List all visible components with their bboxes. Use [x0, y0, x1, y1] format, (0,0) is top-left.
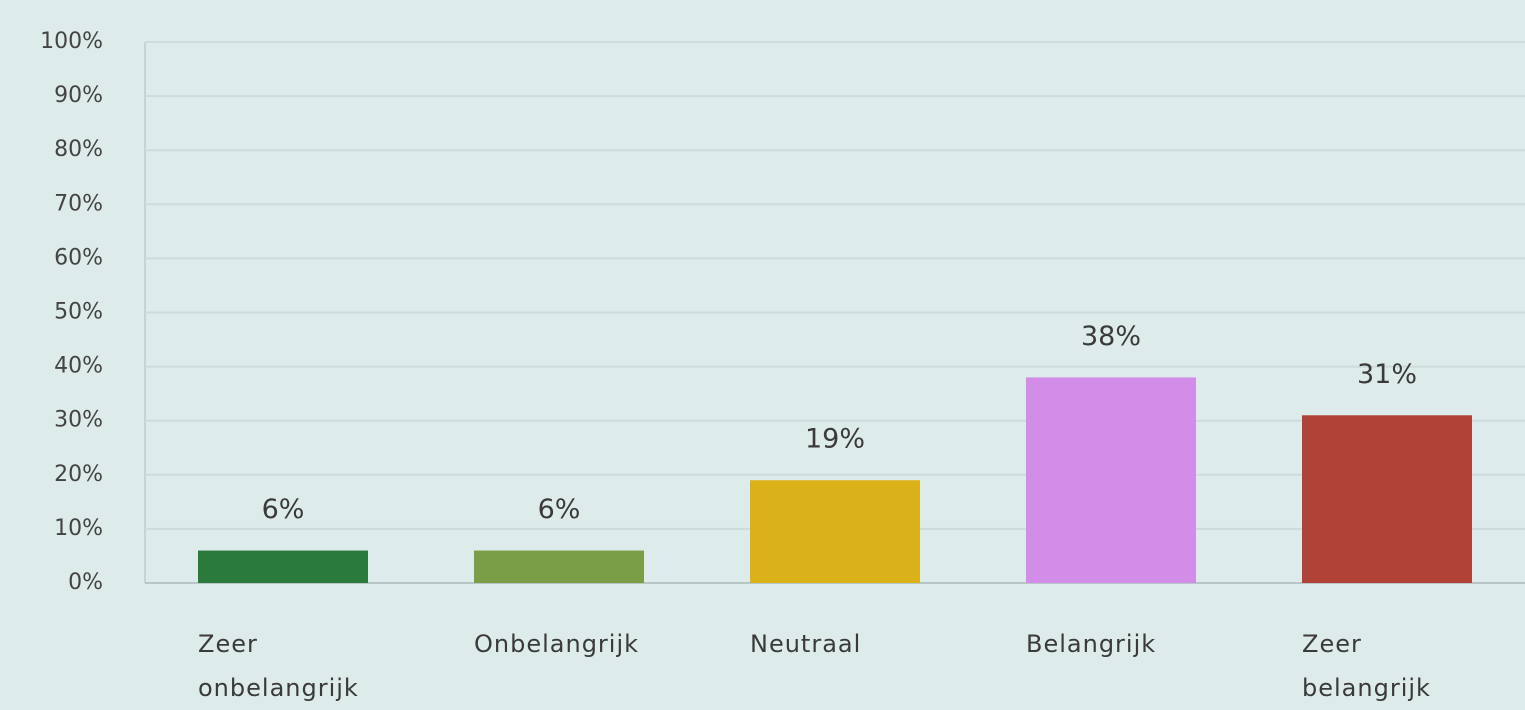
y-tick-label: 40%	[54, 354, 103, 379]
bar	[474, 550, 644, 583]
y-tick-label: 90%	[54, 83, 103, 108]
bar	[198, 550, 368, 583]
y-tick-label: 30%	[54, 408, 103, 433]
data-label: 38%	[1081, 321, 1141, 352]
x-tick-label: Zeer onbelangrijk	[198, 630, 359, 702]
x-tick-label: Zeer belangrijk	[1302, 630, 1431, 702]
y-tick-label: 10%	[54, 516, 103, 541]
bar	[1302, 415, 1472, 583]
x-tick-label: Onbelangrijk	[474, 630, 640, 658]
y-tick-label: 60%	[54, 245, 103, 270]
y-tick-label: 100%	[40, 29, 103, 54]
data-label: 6%	[538, 494, 581, 525]
y-tick-label: 20%	[54, 462, 103, 487]
data-label: 31%	[1357, 359, 1417, 390]
data-label: 19%	[805, 424, 865, 455]
data-label: 6%	[262, 494, 305, 525]
y-tick-label: 70%	[54, 191, 103, 216]
x-tick-label: Belangrijk	[1026, 630, 1157, 658]
y-tick-label: 0%	[68, 570, 103, 595]
bar	[1026, 377, 1196, 583]
bar	[750, 480, 920, 583]
y-tick-label: 50%	[54, 300, 103, 325]
y-tick-label: 80%	[54, 137, 103, 162]
x-tick-label: Neutraal	[750, 630, 862, 658]
